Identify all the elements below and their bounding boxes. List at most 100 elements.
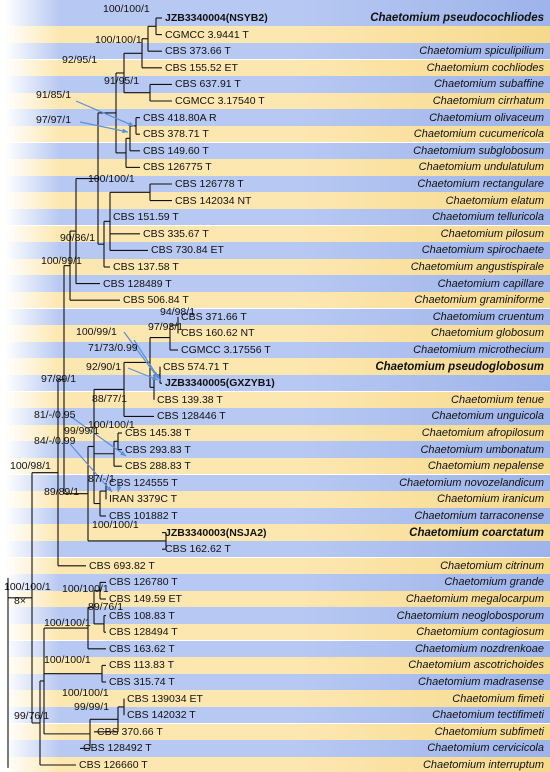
strain-label: CBS 149.60 T xyxy=(143,144,209,157)
support-value: 91/85/1 xyxy=(36,89,72,101)
support-value: 92/90/1 xyxy=(86,361,122,373)
species-label: Chaetomium elatum xyxy=(445,194,544,207)
band-row xyxy=(0,258,550,276)
band-row xyxy=(0,374,550,392)
strain-label: CBS 162.62 T xyxy=(165,543,231,556)
strain-label: CGMCC 3.9441 T xyxy=(165,28,249,41)
strain-label: JZB3340005(GXZYB1) xyxy=(165,377,275,390)
band-row xyxy=(0,457,550,475)
strain-label: CBS 126775 T xyxy=(143,161,212,174)
species-label: Chaetomium subfimeti xyxy=(434,725,544,738)
strain-label: CBS 128489 T xyxy=(103,277,172,290)
band-row xyxy=(0,242,550,259)
strain-label: CBS 160.62 NT xyxy=(181,327,255,340)
strain-label: CBS 418.80A R xyxy=(143,111,217,124)
species-label: Chaetomium globosum xyxy=(430,327,544,340)
band-row xyxy=(0,657,550,674)
strain-label: CBS 506.84 T xyxy=(123,294,189,307)
strain-label: CBS 126778 T xyxy=(175,178,244,190)
support-value: 97/93/1 xyxy=(148,321,184,333)
support-value: 89/76/1 xyxy=(88,601,124,613)
pointer-arrow xyxy=(123,331,159,379)
arrow-head xyxy=(122,128,128,134)
species-label: Chaetomium afropilosum xyxy=(421,427,544,439)
support-value: 92/95/1 xyxy=(62,54,98,66)
band-row xyxy=(0,159,550,176)
support-value: 100/100/1 xyxy=(95,34,142,46)
band-row xyxy=(0,76,550,93)
species-label: Chaetomium ascotrichoides xyxy=(408,659,544,672)
species-label: Chaetomium subglobosum xyxy=(413,144,544,157)
strain-label: CBS 293.83 T xyxy=(125,443,191,456)
strain-label: CBS 373.66 T xyxy=(165,45,231,58)
species-label: Chaetomium cirrhatum xyxy=(432,95,544,107)
species-label: Chaetomium interruptum xyxy=(422,759,544,771)
species-label: Chaetomium pseudocochliodes xyxy=(370,12,544,24)
arrow-head xyxy=(128,121,134,126)
species-label: Chaetomium telluricola xyxy=(432,211,544,224)
strain-label: CBS 145.38 T xyxy=(125,427,191,439)
band-row xyxy=(0,723,550,741)
species-label: Chaetomium madrasense xyxy=(418,676,544,688)
strain-label: CBS 315.74 T xyxy=(109,676,175,688)
strain-label: CBS 126660 T xyxy=(79,759,148,771)
band-row xyxy=(0,42,550,60)
support-value: 100/100/1 xyxy=(88,173,135,185)
species-label: Chaetomium tectifimeti xyxy=(432,709,544,722)
species-label: Chaetomium contagiosum xyxy=(416,626,544,639)
pointer-arrow xyxy=(69,415,127,457)
strain-label: CBS 142034 NT xyxy=(175,194,252,207)
band-row xyxy=(0,0,550,27)
pointer-arrow xyxy=(79,121,129,133)
support-value: 100/100/1 xyxy=(62,687,109,699)
support-value: 100/100/1 xyxy=(44,617,91,629)
arrow-head xyxy=(155,374,160,380)
support-value: 88/77/1 xyxy=(92,393,128,405)
support-value: 81/-/0.95 xyxy=(34,409,76,421)
strain-label: JZB3340003(NSJA2) xyxy=(165,526,267,539)
strain-label: CBS 151.59 T xyxy=(113,211,179,224)
strain-label: CBS 288.83 T xyxy=(125,460,191,473)
support-value: 100/100/1 xyxy=(44,654,91,666)
strain-label: CBS 137.58 T xyxy=(113,261,179,273)
species-label: Chaetomium tenue xyxy=(451,393,544,406)
band-row xyxy=(0,690,550,707)
band-row xyxy=(0,308,550,326)
strain-label: CBS 637.91 T xyxy=(175,78,241,91)
strain-label: CBS 163.62 T xyxy=(109,642,175,655)
band-row xyxy=(0,408,550,425)
strain-label: CBS 155.52 ET xyxy=(165,61,238,74)
band-row xyxy=(0,507,550,525)
band-row xyxy=(0,208,550,226)
support-value: 99/76/1 xyxy=(14,710,50,722)
species-label: Chaetomium fimeti xyxy=(452,692,544,705)
band-row xyxy=(0,640,550,658)
support-value: 100/100/1 xyxy=(92,519,139,531)
species-label: Chaetomium spiculipilium xyxy=(419,45,544,58)
support-value: 97/89/1 xyxy=(41,373,77,385)
support-value: 99/99/1 xyxy=(64,425,100,437)
band-row xyxy=(0,125,550,143)
band-row xyxy=(0,441,550,458)
pointer-arrow xyxy=(69,443,113,493)
arrow-head xyxy=(116,486,122,492)
species-label: Chaetomium tarraconense xyxy=(414,510,544,522)
strain-label: CBS 108.83 T xyxy=(109,609,175,622)
band-row xyxy=(0,524,550,541)
species-label: Chaetomium unguicola xyxy=(431,410,544,423)
band-row xyxy=(0,92,550,110)
strain-label: CBS 128492 T xyxy=(83,742,152,755)
band-row xyxy=(0,192,550,209)
support-value: 94/98/1 xyxy=(160,306,196,318)
band-row xyxy=(0,225,550,243)
support-value: 91/95/1 xyxy=(104,75,140,87)
strain-label: CBS 142032 T xyxy=(127,709,196,722)
strain-label: CBS 335.67 T xyxy=(143,227,209,240)
band-row xyxy=(0,590,550,608)
strain-label: CBS 101882 T xyxy=(109,510,178,522)
strain-label: CBS 370.66 T xyxy=(97,725,163,738)
band-row xyxy=(0,756,550,772)
band-row xyxy=(0,26,550,43)
band-row xyxy=(0,275,550,292)
